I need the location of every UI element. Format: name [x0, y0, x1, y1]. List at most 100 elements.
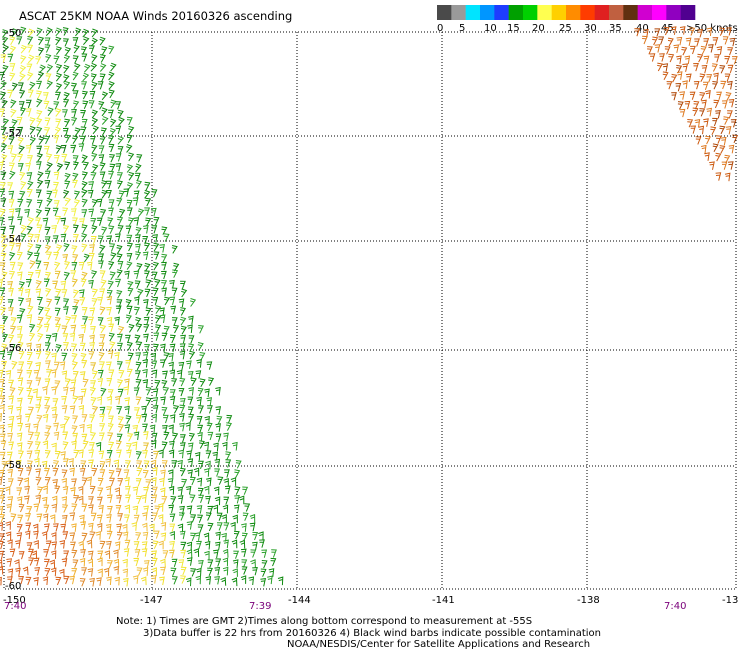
wind-barb: [71, 425, 78, 434]
wind-barb: [24, 485, 30, 495]
wind-barb: [144, 262, 151, 272]
wind-barb: [239, 539, 246, 549]
wind-barb: [25, 162, 31, 172]
wind-barb: [198, 494, 205, 503]
wind-barb: [106, 235, 113, 244]
wind-barb: [5, 370, 12, 379]
wind-barb: [706, 27, 713, 36]
wind-barb: [203, 532, 210, 542]
color-scale-swatch: [437, 5, 452, 20]
wind-barb: [180, 575, 187, 584]
wind-barb: [45, 425, 52, 434]
wind-barb: [35, 55, 42, 65]
wind-barb: [36, 27, 43, 37]
wind-barb: [54, 261, 61, 271]
wind-barb: [109, 477, 115, 487]
wind-barb: [232, 514, 238, 524]
wind-barb: [81, 188, 88, 198]
wind-barb: [26, 450, 33, 459]
wind-barb: [0, 234, 7, 243]
wind-barb: [123, 469, 130, 478]
wind-barb: [113, 549, 119, 559]
wind-barb: [144, 189, 151, 199]
wind-barb: [0, 217, 4, 226]
wind-barb: [90, 73, 97, 82]
wind-barb: [19, 64, 27, 74]
wind-barb: [46, 64, 54, 73]
wind-barb: [127, 352, 134, 362]
wind-barb: [195, 370, 202, 379]
wind-barb: [23, 477, 30, 487]
wind-barb: [97, 477, 104, 487]
wind-barb: [32, 523, 39, 533]
wind-barb: [729, 37, 736, 47]
wind-barb: [63, 189, 70, 199]
wind-barb: [137, 288, 144, 298]
wind-barb: [96, 396, 103, 405]
wind-barb: [59, 568, 65, 578]
wind-barb: [122, 523, 128, 533]
wind-barb: [676, 55, 682, 64]
wind-barb: [185, 485, 192, 495]
wind-barb: [214, 458, 221, 468]
wind-barb: [7, 145, 14, 154]
wind-barb: [63, 74, 70, 83]
wind-barb: [105, 523, 112, 533]
wind-barb: [36, 118, 43, 127]
wind-barb: [169, 513, 176, 522]
wind-barb: [169, 279, 175, 289]
wind-barb: [8, 441, 14, 450]
wind-barb: [55, 46, 63, 55]
wind-barb: [135, 532, 142, 541]
wind-barb: [706, 107, 713, 117]
wind-barb: [151, 271, 158, 280]
wind-barb: [51, 532, 57, 541]
wind-barb: [134, 280, 141, 289]
wind-barb: [720, 136, 727, 146]
wind-barb: [27, 251, 34, 260]
wind-barb: [125, 225, 132, 234]
wind-barb: [189, 350, 196, 360]
wind-barb: [115, 504, 122, 514]
wind-barb: [72, 559, 79, 568]
wind-barb: [9, 242, 16, 251]
wind-barb: [96, 198, 103, 208]
wind-barb: [142, 368, 148, 378]
wind-barb: [134, 296, 140, 306]
wind-barb: [71, 261, 78, 271]
wind-barb: [35, 288, 42, 298]
wind-barb: [99, 334, 106, 343]
wind-barb: [0, 71, 5, 81]
wind-barb: [81, 46, 87, 55]
wind-barb: [72, 179, 78, 188]
wind-barb: [100, 208, 107, 218]
wind-barb: [20, 224, 28, 234]
wind-barb: [163, 296, 170, 306]
wind-barb: [72, 254, 79, 263]
wind-barb: [0, 143, 8, 153]
wind-barb: [215, 541, 221, 551]
wind-barb: [98, 145, 105, 154]
wind-barb: [151, 432, 158, 442]
wind-barb: [252, 531, 259, 541]
wind-barb: [16, 442, 23, 451]
wind-barb: [36, 145, 43, 154]
wind-barb: [29, 136, 37, 146]
wind-barb: [9, 170, 16, 180]
wind-barb: [108, 261, 115, 270]
wind-barb: [37, 316, 44, 326]
wind-barb: [198, 405, 204, 414]
wind-barb: [81, 118, 88, 128]
color-scale-swatch: [566, 5, 581, 20]
wind-barb: [69, 387, 76, 396]
wind-barb: [36, 153, 44, 162]
wind-barb: [681, 46, 688, 56]
wind-barb: [97, 369, 104, 379]
wind-barb: [79, 557, 86, 567]
wind-barb: [17, 334, 23, 343]
wind-barb: [671, 73, 678, 83]
wind-barb: [727, 64, 734, 74]
color-scale-label: 45: [661, 23, 674, 34]
wind-barb: [82, 378, 89, 388]
wind-barb: [70, 324, 77, 334]
